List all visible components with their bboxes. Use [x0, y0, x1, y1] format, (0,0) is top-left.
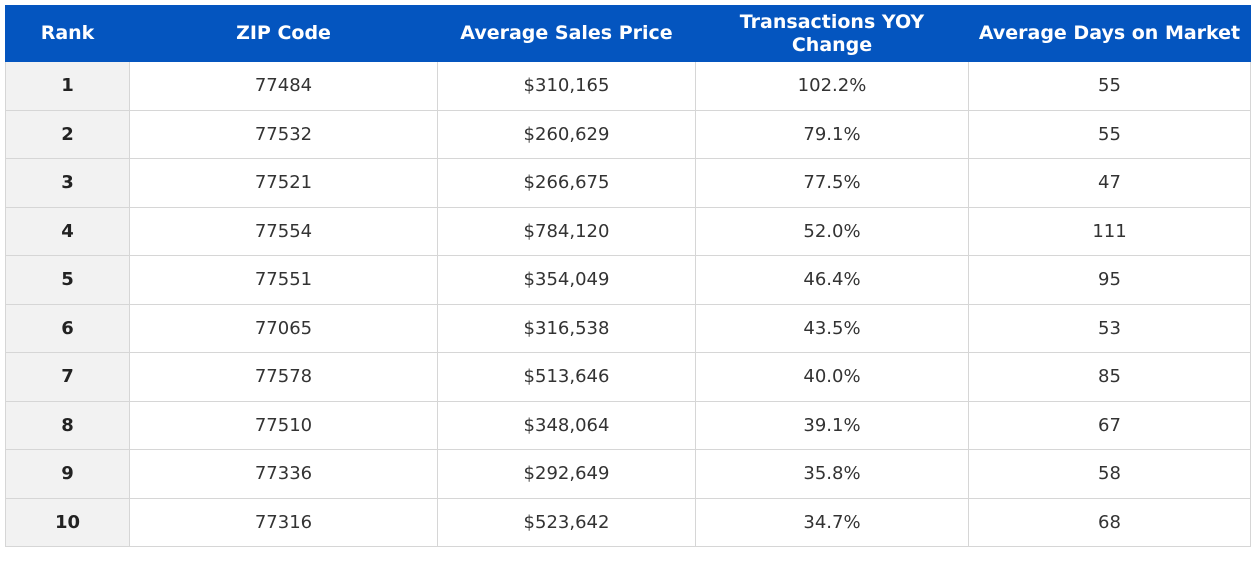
table-cell: 68 — [968, 497, 1251, 547]
table-cell: 58 — [968, 449, 1251, 499]
table-cell: 67 — [968, 400, 1251, 450]
rank-cell: 5 — [5, 255, 130, 305]
table-cell: $292,649 — [437, 449, 696, 499]
table-row: 7 77578 $513,646 40.0% 85 — [5, 352, 1251, 402]
table-row: 9 77336 $292,649 35.8% 58 — [5, 449, 1251, 499]
table-cell: 47 — [968, 158, 1251, 208]
table-row: 3 77521 $266,675 77.5% 47 — [5, 158, 1251, 208]
table-row: 8 77510 $348,064 39.1% 67 — [5, 400, 1251, 450]
rank-cell: 9 — [5, 449, 130, 499]
table-cell: 95 — [968, 255, 1251, 305]
table-cell: $310,165 — [437, 61, 696, 111]
table-cell: 46.4% — [695, 255, 969, 305]
table-row: 6 77065 $316,538 43.5% 53 — [5, 303, 1251, 353]
table-cell: 102.2% — [695, 61, 969, 111]
table-cell: 43.5% — [695, 303, 969, 353]
table-cell: $784,120 — [437, 206, 696, 256]
table-row: 2 77532 $260,629 79.1% 55 — [5, 109, 1251, 159]
table-cell: 111 — [968, 206, 1251, 256]
table-row: 10 77316 $523,642 34.7% 68 — [5, 497, 1251, 547]
table-cell: 77316 — [129, 497, 438, 547]
table-cell: 77532 — [129, 109, 438, 159]
rank-cell: 7 — [5, 352, 130, 402]
table-cell: 39.1% — [695, 400, 969, 450]
header-cell: ZIP Code — [129, 5, 438, 62]
table-cell: 77336 — [129, 449, 438, 499]
table-cell: 77484 — [129, 61, 438, 111]
table-cell: 77521 — [129, 158, 438, 208]
table-cell: 77578 — [129, 352, 438, 402]
rank-cell: 10 — [5, 497, 130, 547]
rank-cell: 2 — [5, 109, 130, 159]
table-cell: 77.5% — [695, 158, 969, 208]
header-cell: Transactions YOY Change — [695, 5, 969, 62]
table-row: 5 77551 $354,049 46.4% 95 — [5, 255, 1251, 305]
table-cell: $266,675 — [437, 158, 696, 208]
table-cell: 77510 — [129, 400, 438, 450]
table-cell: 85 — [968, 352, 1251, 402]
table-row: 1 77484 $310,165 102.2% 55 — [5, 61, 1251, 111]
table-cell: 77065 — [129, 303, 438, 353]
table-cell: 52.0% — [695, 206, 969, 256]
table-body: 1 77484 $310,165 102.2% 55 2 77532 $260,629 79.1… — [5, 61, 1251, 547]
table-cell: 55 — [968, 61, 1251, 111]
data-table: Rank ZIP Code Average Sales Price Transacti… — [5, 5, 1251, 547]
table-cell: 35.8% — [695, 449, 969, 499]
table-head: Rank ZIP Code Average Sales Price Transacti… — [5, 5, 1251, 62]
table-cell: 34.7% — [695, 497, 969, 547]
table-cell: 77554 — [129, 206, 438, 256]
table-cell: $316,538 — [437, 303, 696, 353]
rank-cell: 4 — [5, 206, 130, 256]
rank-cell: 6 — [5, 303, 130, 353]
header-cell: Average Sales Price — [437, 5, 696, 62]
table-row: 4 77554 $784,120 52.0% 111 — [5, 206, 1251, 256]
header-cell: Average Days on Market — [968, 5, 1251, 62]
table-cell: $348,064 — [437, 400, 696, 450]
table-cell: $513,646 — [437, 352, 696, 402]
header-cell: Rank — [5, 5, 130, 62]
rank-cell: 1 — [5, 61, 130, 111]
table-cell: $523,642 — [437, 497, 696, 547]
table-cell: 77551 — [129, 255, 438, 305]
table-cell: $354,049 — [437, 255, 696, 305]
table-cell: 55 — [968, 109, 1251, 159]
table-cell: 40.0% — [695, 352, 969, 402]
rank-cell: 8 — [5, 400, 130, 450]
rank-cell: 3 — [5, 158, 130, 208]
table-cell: 79.1% — [695, 109, 969, 159]
table-cell: 53 — [968, 303, 1251, 353]
header-row: Rank ZIP Code Average Sales Price Transacti… — [5, 5, 1251, 62]
table-cell: $260,629 — [437, 109, 696, 159]
